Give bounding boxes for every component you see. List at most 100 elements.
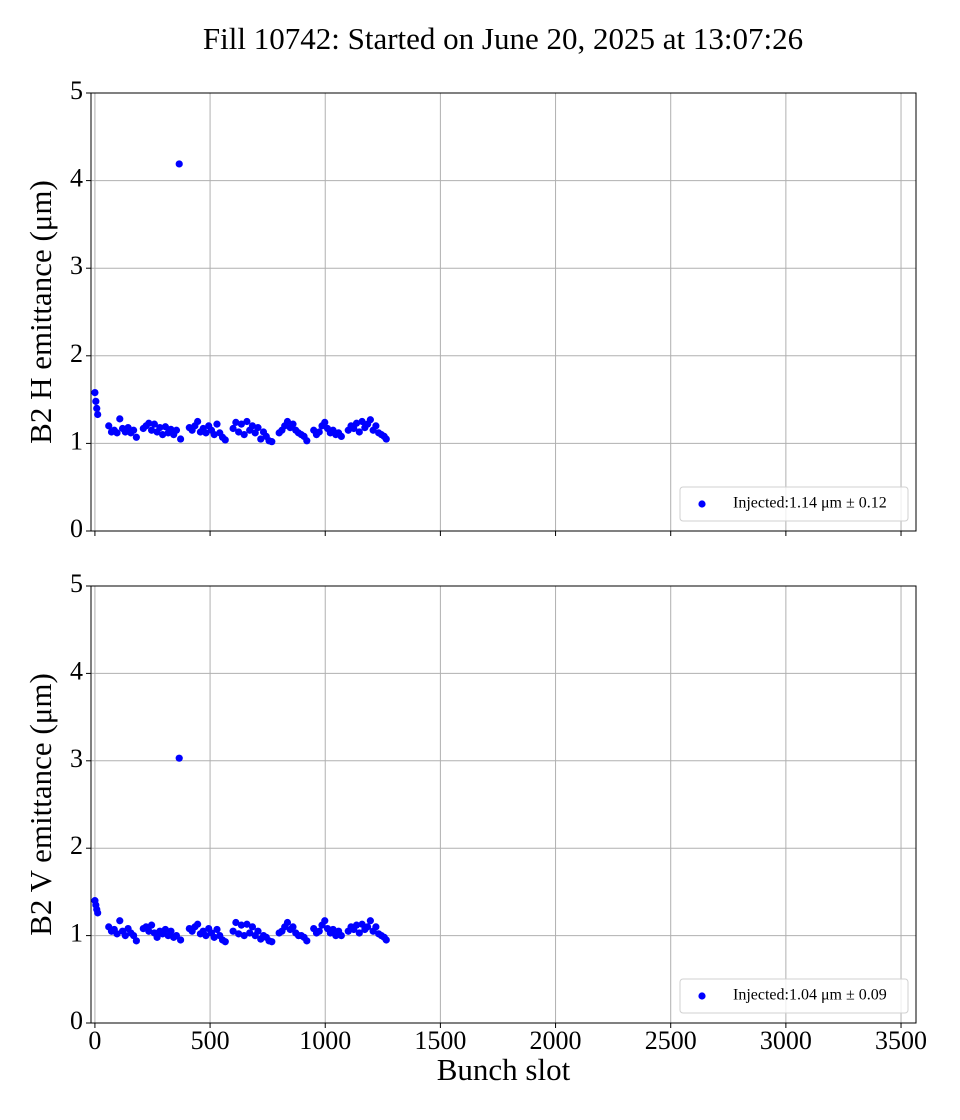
subplot: 0 1 2 3 4 5 B2 H emittance (μm) Injected:1.14 μ… xyxy=(23,76,917,543)
data-point xyxy=(113,930,121,938)
data-point xyxy=(283,918,292,927)
data-point xyxy=(237,921,245,929)
data-point xyxy=(176,936,185,944)
data-point xyxy=(159,431,167,439)
x-tick-label: 3500 xyxy=(875,1026,927,1055)
data-point xyxy=(382,936,390,944)
data-point xyxy=(235,930,243,938)
data-point xyxy=(337,432,345,440)
data-point xyxy=(248,422,257,430)
data-point xyxy=(105,422,113,430)
axes-frame xyxy=(90,585,917,1024)
legend-box xyxy=(679,486,909,522)
data-point xyxy=(130,426,138,434)
data-point xyxy=(366,416,374,424)
x-tick-label: 0 xyxy=(88,1026,101,1055)
x-axis-label: Bunch slot xyxy=(437,1052,571,1087)
data-point xyxy=(364,923,372,931)
data-point xyxy=(240,431,248,439)
data-point xyxy=(303,937,311,945)
data-point xyxy=(254,424,262,432)
data-point xyxy=(150,420,158,428)
data-point xyxy=(237,420,245,428)
data-point xyxy=(315,428,323,436)
subplot: 0 500 1000 1500 2000 2500 3000 3500 0 1 2 3 4 5 B2 V e… xyxy=(23,569,927,1087)
data-point xyxy=(210,933,218,941)
y-tick-label: 2 xyxy=(70,831,83,860)
legend-marker xyxy=(698,992,706,1000)
x-tick-label: 2000 xyxy=(530,1026,582,1055)
x-tick-label: 3000 xyxy=(760,1026,812,1055)
data-point xyxy=(94,909,102,917)
data-point xyxy=(321,917,329,925)
axes-frame xyxy=(90,92,917,532)
data-point xyxy=(221,938,229,946)
data-point xyxy=(358,417,366,426)
data-point xyxy=(176,435,185,443)
legend-label: Injected:1.04 μm ± 0.09 xyxy=(733,987,887,1004)
y-tick-label: 0 xyxy=(70,1006,83,1035)
data-point xyxy=(355,428,363,436)
data-point xyxy=(229,424,237,433)
data-point xyxy=(352,419,361,427)
y-tick-label: 0 xyxy=(70,514,83,543)
legend-label: Injected:1.14 μm ± 0.12 xyxy=(733,495,887,512)
data-point xyxy=(382,435,390,443)
data-point xyxy=(145,927,153,935)
data-point xyxy=(352,921,361,929)
data-point xyxy=(147,426,156,434)
data-point xyxy=(243,417,251,426)
y-tick-label: 4 xyxy=(70,164,83,193)
data-point xyxy=(248,923,257,931)
data-point xyxy=(254,927,262,935)
data-point xyxy=(93,404,101,412)
x-tick-label: 2500 xyxy=(645,1026,697,1055)
data-point xyxy=(175,160,183,168)
y-tick-label: 4 xyxy=(70,656,83,685)
data-point xyxy=(91,388,99,397)
data-point xyxy=(132,937,140,945)
figure-title: Fill 10742: Started on June 20, 2025 at … xyxy=(203,21,803,56)
data-point xyxy=(145,419,153,427)
data-point xyxy=(268,438,276,446)
data-point xyxy=(283,417,292,426)
data-point xyxy=(161,423,169,431)
y-tick-label: 1 xyxy=(70,919,83,948)
y-tick-label: 5 xyxy=(70,76,83,105)
data-point xyxy=(213,420,221,428)
y-tick-label: 3 xyxy=(70,251,83,280)
legend-marker xyxy=(698,500,706,508)
data-point xyxy=(235,428,243,436)
data-point xyxy=(232,418,240,426)
data-point xyxy=(303,437,311,445)
y-tick-label: 5 xyxy=(70,569,83,598)
data-point xyxy=(172,426,181,434)
data-point xyxy=(156,424,164,432)
y-tick-label: 1 xyxy=(70,426,83,455)
data-point xyxy=(116,917,124,925)
x-tick-label: 1000 xyxy=(299,1026,351,1055)
data-point xyxy=(194,417,202,426)
data-point xyxy=(175,754,183,762)
data-point xyxy=(337,932,345,940)
data-point xyxy=(240,932,248,940)
data-point xyxy=(232,918,240,927)
data-point xyxy=(113,429,121,437)
data-point xyxy=(213,925,221,934)
y-axis-label: B2 H emittance (μm) xyxy=(23,180,58,444)
y-axis-label: B2 V emittance (μm) xyxy=(23,673,58,936)
data-point xyxy=(355,929,363,937)
data-point xyxy=(246,929,254,937)
data-point xyxy=(94,410,102,419)
data-point xyxy=(132,433,140,441)
data-point xyxy=(202,932,210,940)
data-point xyxy=(321,418,329,426)
data-point xyxy=(229,927,237,935)
data-point xyxy=(372,422,380,430)
y-tick-label: 2 xyxy=(70,339,83,368)
data-point xyxy=(243,920,251,928)
data-point xyxy=(121,932,129,940)
data-point xyxy=(202,429,210,437)
data-point xyxy=(210,431,218,439)
